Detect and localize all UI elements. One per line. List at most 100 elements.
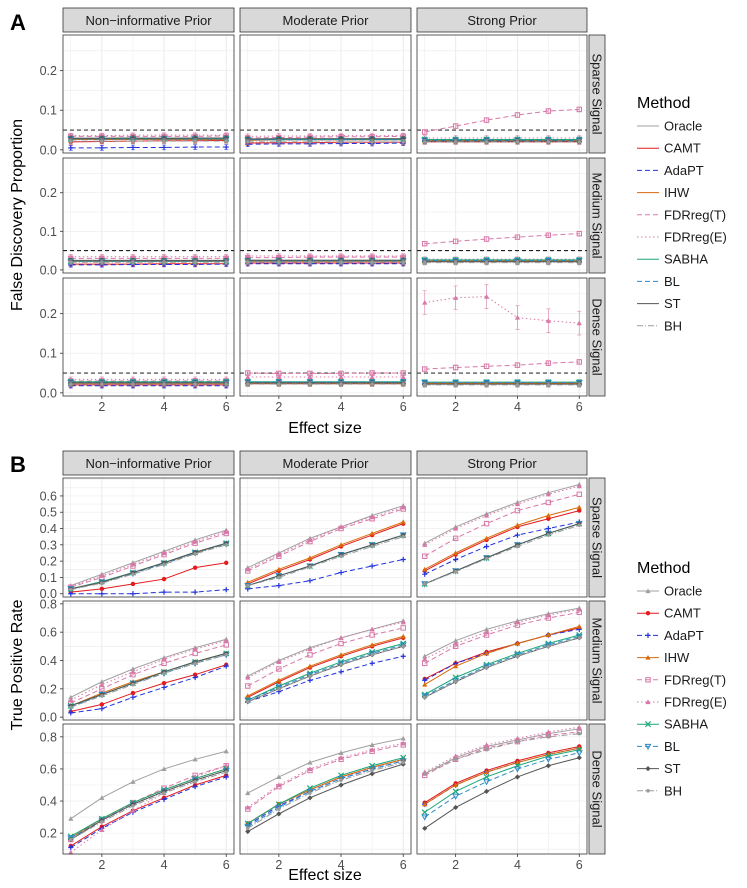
facet-column-label: Strong Prior — [467, 13, 537, 28]
data-point-AdaPT — [483, 543, 490, 550]
data-point-FDRreg(E) — [245, 804, 251, 810]
data-point-FDRreg(E) — [545, 491, 551, 497]
series-line-BH — [424, 733, 580, 775]
data-point-Oracle — [68, 694, 74, 700]
series-line-IHW — [424, 506, 580, 570]
y-tick-label: 0.2 — [40, 186, 57, 200]
panel-border — [416, 157, 588, 274]
series-line-Oracle — [247, 620, 404, 677]
legend-entry-label: Oracle — [664, 119, 702, 134]
data-point-FDRreg(E) — [276, 253, 282, 259]
series-line-Oracle — [424, 728, 580, 775]
data-point-Oracle — [99, 679, 105, 684]
data-point-BL — [399, 758, 407, 765]
panel-border — [416, 477, 588, 598]
data-point-BH — [422, 582, 427, 586]
series-line-FDRreg(T) — [247, 744, 404, 810]
data-point-BH — [162, 260, 166, 264]
data-point-BH — [68, 260, 73, 264]
data-point-FDRreg(E) — [130, 254, 136, 259]
data-point-AdaPT — [192, 144, 198, 150]
series-line-CAMT — [247, 523, 404, 585]
panel-border — [239, 277, 412, 397]
data-point-BH — [453, 757, 458, 762]
legend-key-marker — [645, 632, 651, 638]
data-point-BH — [515, 544, 520, 549]
data-point-Oracle — [161, 766, 167, 772]
data-point-FDRreg(E) — [223, 254, 229, 259]
data-point-IHW — [514, 640, 521, 646]
y-axis-title: False Discovery Proportion — [9, 119, 26, 311]
data-point-ST — [576, 755, 582, 761]
panel-border — [416, 723, 588, 855]
x-axis-title: Effect size — [288, 867, 362, 884]
data-point-FDRreg(E) — [576, 724, 582, 730]
data-point-FDRreg(E) — [545, 318, 551, 323]
series-line-CAMT — [424, 745, 580, 804]
data-point-FDRreg(E) — [99, 827, 105, 833]
x-tick-label: 6 — [576, 400, 583, 414]
data-point-AdaPT — [338, 569, 344, 576]
data-point-BH — [422, 771, 427, 776]
data-point-FDRreg(E) — [514, 501, 521, 507]
series-line-BH — [247, 536, 404, 587]
data-point-ST — [338, 136, 344, 142]
facet-strip-column — [239, 450, 412, 476]
facet-panel — [62, 157, 235, 274]
data-point-BH — [245, 382, 250, 386]
data-point-BH — [224, 543, 229, 547]
panel-border — [416, 600, 588, 721]
chart-A: A Non−informative Prior Moderate Prior Stro… — [9, 7, 727, 437]
panel-background — [240, 35, 411, 153]
data-point-ST — [223, 135, 229, 141]
legend: Method Oracle CAMT AdaPT IHW FDRreg(T) FDRreg(… — [637, 95, 727, 333]
facet-row-label: Sparse Signal — [590, 54, 605, 135]
panel-background — [240, 158, 411, 273]
legend-entry-label: FDRreg(E) — [664, 695, 727, 710]
data-point-BH — [308, 382, 312, 386]
data-point-BH — [68, 587, 73, 592]
panel-border — [239, 477, 412, 598]
data-point-BH — [339, 662, 343, 667]
legend-entry-label: IHW — [664, 185, 690, 200]
data-point-FDRreg(T) — [545, 232, 552, 238]
data-point-BH — [401, 140, 406, 144]
data-point-FDRreg(E) — [338, 635, 344, 640]
facet-panel — [416, 600, 588, 721]
data-point-BH — [370, 653, 374, 657]
data-point-BH — [245, 260, 250, 264]
facet-strip-column — [239, 7, 412, 33]
legend-entry-label: AdaPT — [664, 163, 704, 178]
data-point-ST — [307, 136, 313, 142]
series-line-AdaPT — [247, 559, 404, 590]
x-tick-label: 4 — [514, 400, 521, 414]
x-tick-label: 2 — [275, 400, 282, 414]
data-point-AdaPT — [68, 710, 74, 716]
data-point-BH — [100, 382, 104, 386]
data-point-FDRreg(T) — [514, 112, 521, 118]
x-tick-label: 2 — [98, 858, 105, 872]
data-point-CAMT — [192, 672, 198, 677]
x-tick-label: 6 — [576, 858, 583, 872]
legend-key-marker — [645, 699, 651, 705]
data-point-BH — [484, 383, 489, 387]
x-tick-label: 2 — [98, 400, 105, 414]
data-point-ST — [276, 136, 282, 142]
series-line-ST — [247, 763, 404, 832]
data-point-FDRreg(E) — [453, 640, 459, 646]
series-line-AdaPT — [70, 589, 227, 595]
data-point-BH — [308, 791, 312, 795]
data-point-BH — [308, 674, 312, 678]
data-point-BH — [277, 382, 281, 386]
legend-entry-label: ST — [664, 296, 681, 311]
panel-background — [63, 724, 234, 854]
data-point-FDRreg(T) — [576, 491, 582, 498]
data-point-AdaPT — [161, 144, 167, 151]
series-line-AdaPT — [247, 655, 404, 703]
data-point-Oracle — [223, 748, 229, 754]
data-point-FDRreg(T) — [576, 106, 582, 113]
data-point-FDRreg(T) — [545, 360, 552, 366]
data-point-BH — [277, 140, 281, 144]
data-point-AdaPT — [192, 589, 198, 595]
series-line-FDRreg(T) — [247, 627, 404, 687]
